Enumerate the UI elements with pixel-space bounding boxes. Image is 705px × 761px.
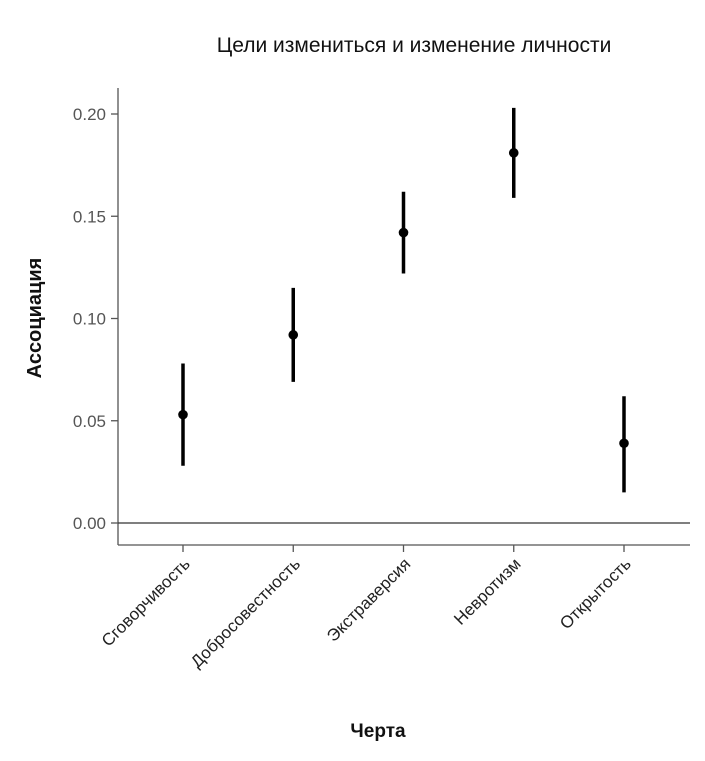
x-tick-label: Невротизм — [450, 554, 524, 628]
y-tick-label: 0.05 — [73, 412, 106, 431]
data-point — [178, 409, 188, 420]
chart-title: Цели измениться и изменение личности — [217, 34, 612, 57]
x-tick-label: Открытость — [556, 554, 635, 633]
y-ticks: 0.00 0.05 0.10 0.15 0.20 — [73, 105, 118, 533]
x-tick-label: Добросовестность — [187, 554, 304, 671]
data-point — [288, 330, 299, 340]
data-marks — [178, 107, 629, 493]
y-tick-label: 0.15 — [73, 207, 106, 226]
x-axis-label: Черта — [350, 721, 406, 742]
y-tick-label: 0.20 — [73, 105, 106, 124]
x-tick-label: Экстраверсия — [323, 554, 414, 645]
data-point — [619, 438, 629, 449]
y-axis-label: Ассоциация — [24, 258, 46, 379]
y-tick-label: 0.10 — [73, 310, 106, 329]
y-tick-label: 0.00 — [73, 514, 106, 533]
axes — [117, 88, 690, 546]
x-tick-label: Сговорчивость — [98, 554, 194, 650]
data-point — [398, 227, 409, 238]
data-point — [508, 148, 519, 158]
